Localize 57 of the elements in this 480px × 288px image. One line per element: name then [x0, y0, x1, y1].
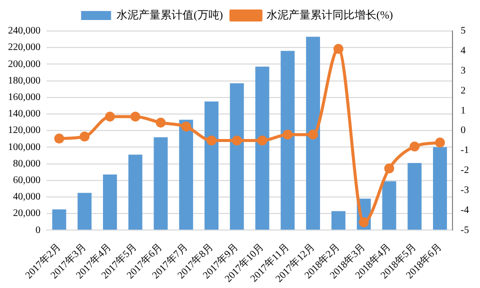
y-tick-label: 220,000: [8, 42, 40, 54]
point: [232, 136, 242, 146]
y2-tick-label: 5: [460, 26, 466, 37]
point: [104, 112, 115, 122]
bar: [230, 83, 244, 230]
point: [156, 118, 166, 128]
point: [308, 130, 318, 140]
y2-tick-label: 0: [460, 125, 466, 136]
y-tick-label: 100,000: [8, 142, 40, 153]
y2-tick-label: -1: [460, 145, 470, 156]
y-tick-label: 40,000: [13, 192, 40, 203]
point: [130, 112, 140, 122]
bar: [179, 120, 194, 230]
y2-tick-label: -2: [460, 165, 470, 176]
legend-label: 水泥产量累计同比增长(%): [266, 8, 394, 22]
bar: [306, 36, 320, 230]
bar: [52, 209, 66, 230]
y2-tick-label: -3: [460, 184, 470, 196]
point: [410, 142, 420, 152]
y2-tick-label: -5: [460, 224, 470, 236]
y-tick-label: 120,000: [8, 125, 40, 136]
y2-tick-label: 2: [460, 85, 466, 96]
point: [257, 136, 268, 146]
bar: [280, 50, 295, 230]
bar: [204, 102, 218, 230]
bar: [102, 174, 117, 230]
legend-label: 水泥产量累计值(万吨): [116, 8, 224, 22]
point: [206, 136, 217, 146]
bar: [154, 137, 168, 230]
bar: [408, 162, 422, 230]
bar: [78, 192, 92, 230]
y-tick-label: 0: [36, 224, 40, 236]
y2-tick-label: 3: [460, 65, 466, 76]
y-tick-label: 60,000: [13, 174, 40, 186]
bar: [432, 147, 447, 230]
point: [54, 134, 64, 144]
point: [434, 138, 445, 148]
point: [80, 132, 90, 142]
y2-tick-label: 1: [460, 105, 466, 116]
bar: [128, 154, 142, 230]
bar: [382, 181, 396, 230]
point: [181, 122, 192, 132]
y-tick-label: 240,000: [8, 26, 40, 37]
point: [358, 217, 369, 228]
y-tick-label: 140,000: [8, 108, 40, 120]
y-tick-label: 160,000: [8, 92, 40, 104]
bar: [331, 211, 346, 230]
y-tick-label: 200,000: [8, 58, 40, 70]
y2-tick-label: 4: [460, 46, 466, 57]
point: [333, 44, 344, 54]
y-tick-label: 20,000: [13, 208, 40, 220]
y2-tick-label: -4: [460, 204, 470, 216]
y-tick-label: 180,000: [8, 75, 40, 86]
y-tick-label: 80,000: [13, 158, 40, 170]
point: [282, 130, 293, 140]
bar: [255, 66, 270, 230]
point: [384, 163, 394, 174]
